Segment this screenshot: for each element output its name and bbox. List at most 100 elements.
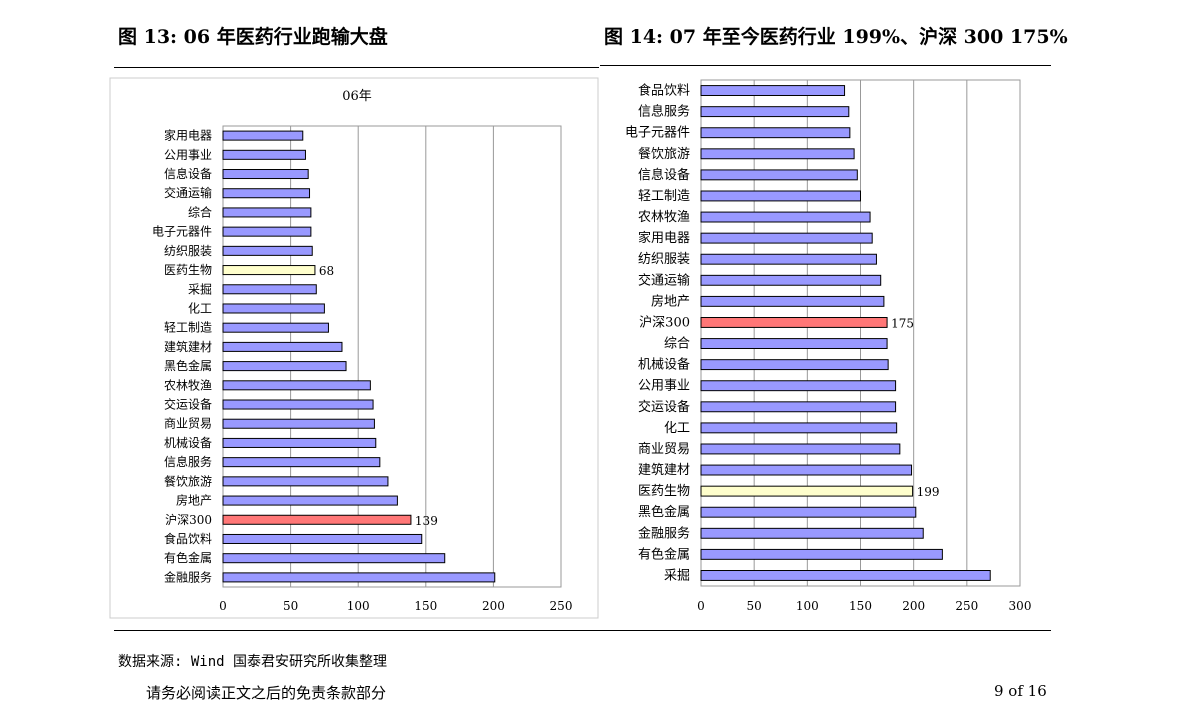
bar	[222, 380, 371, 391]
chart-2007-ytd: 0 50 100 150 200 250 300 食品饮料信息服务电子元器件餐饮旅游信息设备轻…	[625, 79, 1031, 613]
bar	[222, 188, 311, 199]
category-label: 综合	[188, 204, 212, 219]
bar	[700, 548, 943, 560]
category-label: 沪深300	[165, 513, 212, 527]
category-label: 机械设备	[638, 357, 690, 373]
category-label: 建筑建材	[638, 462, 690, 478]
category-label: 交运设备	[164, 397, 212, 412]
bar	[222, 514, 412, 525]
category-label: 采掘	[664, 568, 690, 583]
category-label: 房地产	[176, 493, 212, 508]
bar	[700, 317, 888, 328]
category-label: 家用电器	[164, 128, 212, 143]
x-tick-label: 200	[902, 599, 925, 613]
category-label: 信息服务	[638, 104, 690, 120]
data-label: 199	[917, 485, 940, 499]
bar	[700, 127, 851, 139]
bar	[700, 211, 871, 223]
plot-area	[222, 125, 562, 588]
x-tick-label: 100	[796, 599, 819, 613]
category-label: 食品饮料	[164, 531, 212, 546]
data-label: 68	[319, 264, 334, 278]
category-label: 公用事业	[638, 379, 690, 394]
x-tick-label: 0	[697, 599, 705, 613]
bar	[222, 226, 312, 237]
bar	[700, 570, 991, 581]
bar	[222, 361, 347, 372]
category-label: 医药生物	[638, 484, 690, 499]
category-label: 电子元器件	[152, 225, 212, 239]
right-title-rule	[600, 65, 1051, 66]
bar	[222, 322, 329, 333]
category-label: 纺织服装	[638, 252, 690, 267]
right-figure-title: 图 14: 07 年至今医药行业 199%、沪深 300 175%	[604, 26, 1068, 48]
category-label: 商业贸易	[164, 416, 212, 431]
bar	[222, 284, 317, 295]
bar	[700, 422, 898, 434]
page-number: 9 of 16	[994, 682, 1047, 700]
category-label: 交通运输	[638, 272, 690, 288]
x-tick-label: 50	[747, 599, 762, 613]
bar	[700, 380, 897, 392]
category-label: 餐饮旅游	[638, 146, 690, 162]
category-label: 轻工制造	[164, 321, 212, 335]
bar	[222, 553, 446, 564]
category-label: 交通运输	[164, 185, 212, 200]
bar	[222, 476, 389, 487]
bar	[700, 338, 888, 349]
x-tick-label: 200	[482, 599, 505, 613]
data-label: 139	[415, 514, 438, 528]
bar	[222, 457, 381, 468]
bar	[700, 232, 873, 244]
category-label: 农林牧渔	[164, 378, 212, 392]
bar	[222, 130, 304, 141]
category-label: 有色金属	[164, 550, 212, 565]
category-label: 综合	[664, 337, 690, 352]
disclaimer-link[interactable]: 请务必阅读正文之后的免责条款部分	[146, 684, 387, 702]
category-label: 信息服务	[164, 454, 212, 469]
category-label: 电子元器件	[625, 126, 690, 141]
category-label: 食品饮料	[638, 83, 690, 99]
category-label: 纺织服装	[164, 244, 212, 258]
x-tick-label: 50	[283, 599, 298, 613]
category-label: 公用事业	[164, 148, 212, 162]
category-label: 家用电器	[638, 230, 690, 246]
bar	[700, 190, 861, 202]
category-label: 化工	[664, 421, 690, 436]
category-label: 医药生物	[164, 263, 212, 277]
category-label: 金融服务	[164, 569, 212, 584]
bar	[222, 245, 313, 256]
category-label: 商业贸易	[638, 442, 690, 457]
category-label: 交运设备	[638, 399, 690, 415]
chart-2006: 0 50 100 150 200 250 06年家用电器公用事业信息设备交通运输综合电子元器…	[109, 77, 599, 619]
category-label: 农林牧渔	[638, 210, 690, 225]
category-label: 黑色金属	[638, 504, 690, 520]
bar	[222, 265, 316, 276]
category-label: 建筑建材	[164, 339, 212, 354]
bar	[222, 303, 325, 314]
category-label: 餐饮旅游	[164, 473, 212, 488]
x-tick-label: 150	[414, 599, 437, 613]
left-figure-title: 图 13: 06 年医药行业跑输大盘	[118, 26, 388, 48]
bar	[222, 533, 423, 544]
bar	[700, 106, 850, 118]
bar	[700, 359, 889, 371]
data-source-note: 数据来源: Wind 国泰君安研究所收集整理	[118, 654, 388, 670]
category-label: 机械设备	[164, 435, 212, 450]
left-title-rule	[114, 67, 599, 68]
bar	[700, 169, 858, 181]
bar	[700, 401, 897, 413]
bar	[700, 148, 855, 160]
bar	[700, 527, 924, 539]
chart-title: 06年	[342, 89, 372, 104]
category-label: 轻工制造	[638, 189, 690, 204]
category-label: 化工	[188, 301, 212, 315]
x-tick-label: 100	[347, 599, 370, 613]
x-tick-label: 0	[219, 599, 227, 613]
bar	[222, 149, 306, 160]
category-label: 房地产	[651, 293, 690, 309]
bar	[222, 341, 343, 352]
bar	[700, 464, 913, 476]
data-label: 175	[891, 316, 914, 330]
